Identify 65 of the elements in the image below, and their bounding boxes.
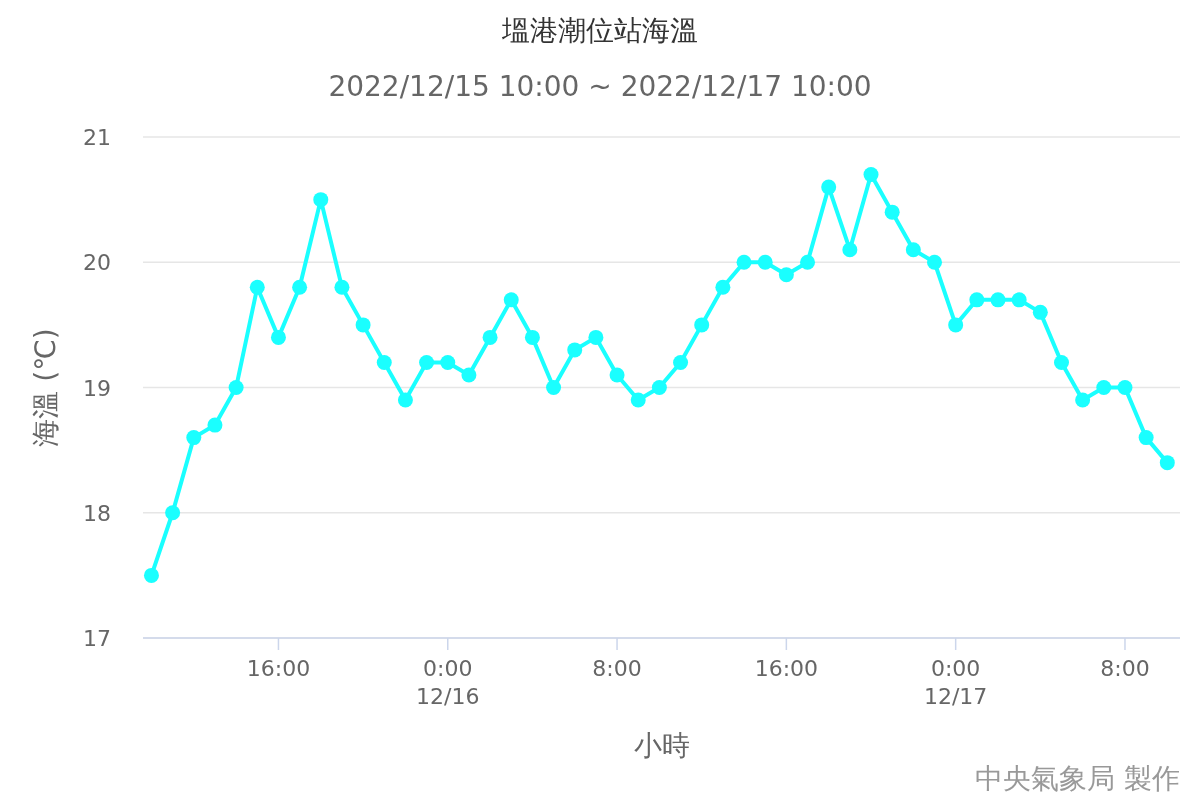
point [842, 242, 858, 258]
point [1053, 354, 1069, 370]
x-tick-label: 0:00 12/17 [923, 656, 988, 709]
text: 中央氣象局 製作 [975, 762, 1180, 795]
point [673, 354, 689, 370]
x-tick-label: 16:00 [754, 656, 819, 681]
point [1117, 380, 1133, 395]
point [948, 317, 964, 333]
point [419, 354, 435, 370]
point [249, 279, 265, 295]
point [757, 254, 773, 270]
point [630, 392, 646, 408]
point [800, 254, 816, 270]
x-tick-label: 16:00 [246, 656, 311, 681]
point [1011, 292, 1027, 308]
point [567, 342, 583, 358]
point [524, 329, 540, 345]
point [1075, 392, 1091, 408]
x-tick-label: 0:00 12/16 [416, 656, 480, 709]
point [207, 417, 223, 433]
point [165, 505, 181, 521]
y-tick-label: 18 [83, 500, 111, 526]
point [334, 279, 350, 295]
point [990, 292, 1006, 308]
point [969, 292, 985, 308]
point [1159, 455, 1175, 471]
point [715, 279, 731, 295]
point [927, 254, 943, 270]
y-axis-title: 海溫 (℃) [29, 328, 62, 447]
point [503, 292, 519, 308]
x-tick-label: 8:00 [592, 656, 642, 681]
point [461, 367, 477, 383]
chart-subtitle: 2022/12/15 10:00 ~ 2022/12/17 10:00 [328, 70, 872, 103]
point [482, 329, 498, 345]
point [228, 380, 244, 395]
point [440, 354, 456, 370]
chart-title: 塭港潮位站海溫 [501, 14, 698, 47]
y-tick-label: 20 [83, 250, 111, 276]
point [1138, 430, 1154, 446]
point [186, 430, 202, 446]
point [1032, 304, 1048, 320]
point [270, 329, 286, 345]
point [694, 317, 710, 333]
point [863, 167, 879, 183]
y-tick-label: 19 [83, 375, 111, 401]
point [546, 380, 562, 395]
point [821, 179, 837, 195]
y-tick-label: 21 [83, 125, 111, 150]
x-tick-label: 8:00 [1100, 656, 1150, 681]
x-axis-title: 小時 [633, 729, 690, 762]
point [355, 317, 371, 333]
point [736, 254, 752, 270]
point [651, 380, 667, 395]
point [884, 204, 900, 220]
point [778, 267, 794, 283]
point [1096, 380, 1112, 395]
point [588, 329, 604, 345]
point [376, 354, 392, 370]
point [313, 192, 329, 208]
point [143, 567, 159, 583]
point [905, 242, 921, 258]
point [609, 367, 625, 383]
y-tick-label: 17 [83, 626, 111, 651]
point [292, 279, 308, 295]
point [397, 392, 413, 408]
